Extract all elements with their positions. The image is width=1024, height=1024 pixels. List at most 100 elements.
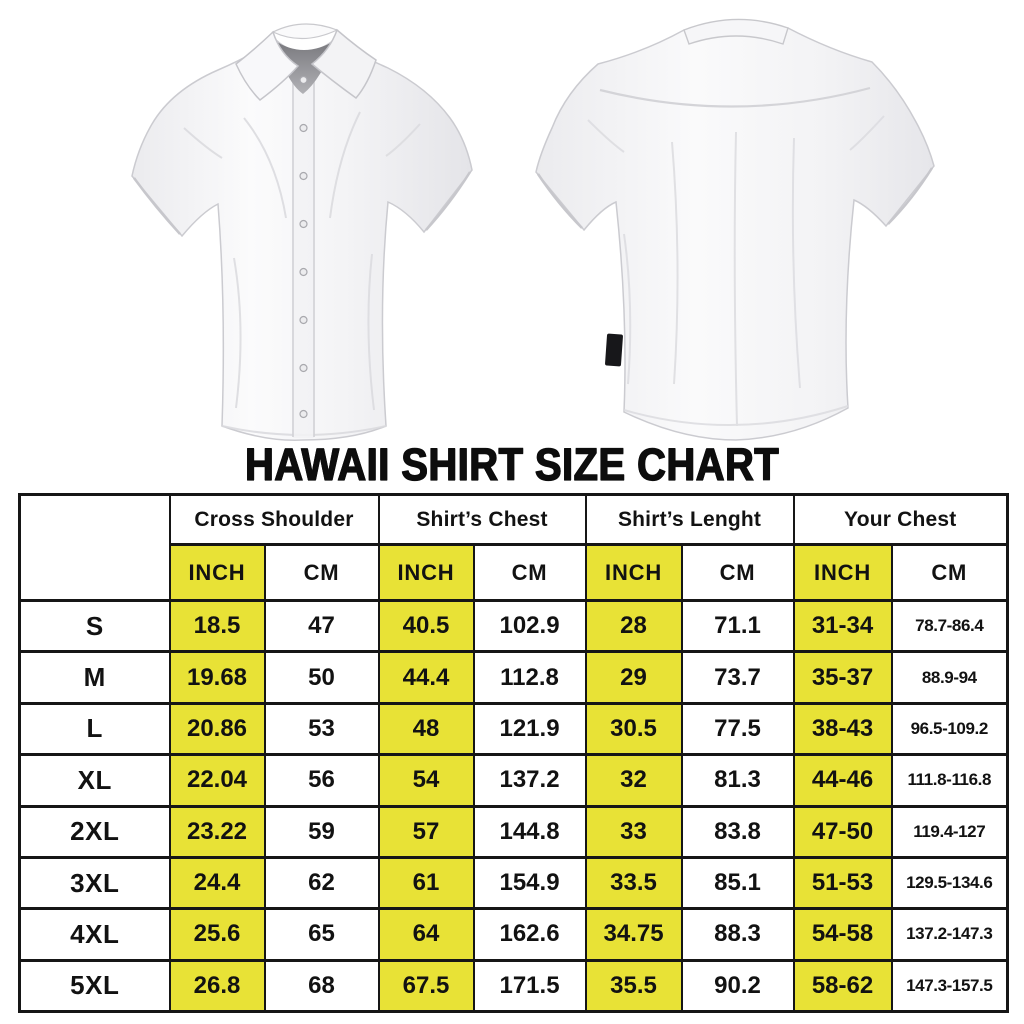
front-shirt-collar-left bbox=[235, 30, 300, 101]
value-cell: 121.9 bbox=[472, 701, 587, 757]
front-shirt-collar-right bbox=[310, 28, 377, 100]
value-cell: 61 bbox=[377, 855, 475, 911]
group-header-shirt-s-chest: Shirt’s Chest bbox=[377, 493, 587, 546]
size-cell: 3XL bbox=[18, 855, 171, 911]
value-cell: 162.6 bbox=[472, 907, 587, 962]
value-cell: 32 bbox=[584, 753, 683, 808]
value-cell: 22.04 bbox=[168, 753, 266, 808]
value-cell: 44-46 bbox=[792, 753, 893, 808]
value-cell: 28 bbox=[584, 598, 683, 654]
value-cell: 19.68 bbox=[168, 650, 266, 705]
group-header-cross-shoulder: Cross Shoulder bbox=[168, 493, 380, 546]
value-cell: 54 bbox=[377, 753, 475, 808]
page-title: HAWAII SHIRT SIZE CHART bbox=[244, 438, 780, 490]
back-shirt-sleeve-hem-right bbox=[887, 167, 934, 225]
unit-header-6-inch: INCH bbox=[792, 543, 893, 602]
value-cell: 44.4 bbox=[377, 650, 475, 705]
value-cell: 73.7 bbox=[680, 650, 795, 705]
value-cell: 88.3 bbox=[680, 907, 795, 962]
value-cell: 54-58 bbox=[792, 907, 893, 962]
shirt-images bbox=[0, 0, 1024, 450]
front-shirt-collar-band bbox=[271, 23, 339, 40]
value-cell: 62 bbox=[263, 855, 380, 911]
group-header-shirt-s-lenght: Shirt’s Lenght bbox=[584, 493, 795, 546]
value-cell: 57 bbox=[377, 804, 475, 859]
value-cell: 64 bbox=[377, 907, 475, 962]
size-row-xl: XL 22.04 56 54 137.2 32 81.3 44-46 111.8-116.8 bbox=[18, 753, 1009, 808]
value-cell: 137.2 bbox=[472, 753, 587, 808]
value-cell: 78.7-86.4 bbox=[890, 598, 1009, 654]
value-cell: 68 bbox=[263, 958, 380, 1014]
value-cell: 144.8 bbox=[472, 804, 587, 859]
size-cell: S bbox=[18, 598, 171, 654]
value-cell: 25.6 bbox=[168, 907, 266, 962]
value-cell: 51-53 bbox=[792, 855, 893, 911]
front-shirt-sleeve-hem-right bbox=[425, 171, 472, 231]
size-cell: 4XL bbox=[18, 907, 171, 962]
front-shirt-placket bbox=[292, 64, 315, 438]
value-cell: 137.2-147.3 bbox=[890, 907, 1009, 962]
size-cell: 2XL bbox=[18, 804, 171, 859]
value-cell: 147.3-157.5 bbox=[890, 958, 1009, 1014]
back-shirt-tag bbox=[605, 333, 623, 367]
value-cell: 81.3 bbox=[680, 753, 795, 808]
units-row: INCH CM INCH CM INCH CM INCH CM bbox=[20, 543, 1009, 602]
shirt-front-image bbox=[131, 23, 473, 441]
value-cell: 30.5 bbox=[584, 701, 683, 757]
value-cell: 58-62 bbox=[792, 958, 893, 1014]
value-cell: 83.8 bbox=[680, 804, 795, 859]
value-cell: 23.22 bbox=[168, 804, 266, 859]
value-cell: 47 bbox=[263, 598, 380, 654]
unit-header-3-cm: CM bbox=[472, 543, 587, 602]
blank-corner-cell bbox=[18, 493, 171, 602]
value-cell: 33 bbox=[584, 804, 683, 859]
value-cell: 34.75 bbox=[584, 907, 683, 962]
value-cell: 171.5 bbox=[472, 958, 587, 1014]
group-header-your-chest: Your Chest bbox=[792, 493, 1009, 546]
front-shirt-neck-shadow bbox=[274, 40, 336, 94]
value-cell: 77.5 bbox=[680, 701, 795, 757]
value-cell: 31-34 bbox=[792, 598, 893, 654]
back-shirt-sleeve-hem-left bbox=[536, 173, 583, 229]
size-rows: S 18.5 47 40.5 102.9 28 71.1 31-34 78.7-86.4 M 19.… bbox=[18, 598, 1009, 1014]
front-shirt-buttons bbox=[299, 75, 308, 419]
value-cell: 50 bbox=[263, 650, 380, 705]
size-row-2xl: 2XL 23.22 59 57 144.8 33 83.8 47-50 119.4-127 bbox=[18, 804, 1009, 859]
unit-header-4-inch: INCH bbox=[584, 543, 683, 602]
value-cell: 56 bbox=[263, 753, 380, 808]
value-cell: 48 bbox=[377, 701, 475, 757]
title-row: HAWAII SHIRT SIZE CHART bbox=[0, 438, 1024, 491]
value-cell: 35-37 bbox=[792, 650, 893, 705]
size-row-l: L 20.86 53 48 121.9 30.5 77.5 38-43 96.5-109.2 bbox=[18, 701, 1009, 757]
value-cell: 18.5 bbox=[168, 598, 266, 654]
value-cell: 112.8 bbox=[472, 650, 587, 705]
value-cell: 88.9-94 bbox=[890, 650, 1009, 705]
value-cell: 40.5 bbox=[377, 598, 475, 654]
value-cell: 111.8-116.8 bbox=[890, 753, 1009, 808]
value-cell: 35.5 bbox=[584, 958, 683, 1014]
value-cell: 65 bbox=[263, 907, 380, 962]
value-cell: 47-50 bbox=[792, 804, 893, 859]
size-cell: L bbox=[18, 701, 171, 757]
unit-header-5-cm: CM bbox=[680, 543, 795, 602]
value-cell: 26.8 bbox=[168, 958, 266, 1014]
back-shirt-yoke-seam bbox=[599, 86, 871, 108]
size-row-4xl: 4XL 25.6 65 64 162.6 34.75 88.3 54-58 137.2-147.… bbox=[18, 907, 1009, 962]
size-row-5xl: 5XL 26.8 68 67.5 171.5 35.5 90.2 58-62 147.3-157… bbox=[18, 958, 1009, 1014]
value-cell: 29 bbox=[584, 650, 683, 705]
value-cell: 59 bbox=[263, 804, 380, 859]
value-cell: 102.9 bbox=[472, 598, 587, 654]
value-cell: 53 bbox=[263, 701, 380, 757]
value-cell: 33.5 bbox=[584, 855, 683, 911]
size-cell: 5XL bbox=[18, 958, 171, 1014]
value-cell: 119.4-127 bbox=[890, 804, 1009, 859]
size-row-3xl: 3XL 24.4 62 61 154.9 33.5 85.1 51-53 129.5-134.6 bbox=[18, 855, 1009, 911]
back-shirt-collar-band bbox=[683, 18, 789, 45]
size-cell: M bbox=[18, 650, 171, 705]
value-cell: 24.4 bbox=[168, 855, 266, 911]
value-cell: 38-43 bbox=[792, 701, 893, 757]
front-shirt-folds bbox=[183, 111, 421, 436]
front-shirt-sleeve-hem-left bbox=[132, 177, 181, 235]
value-cell: 154.9 bbox=[472, 855, 587, 911]
